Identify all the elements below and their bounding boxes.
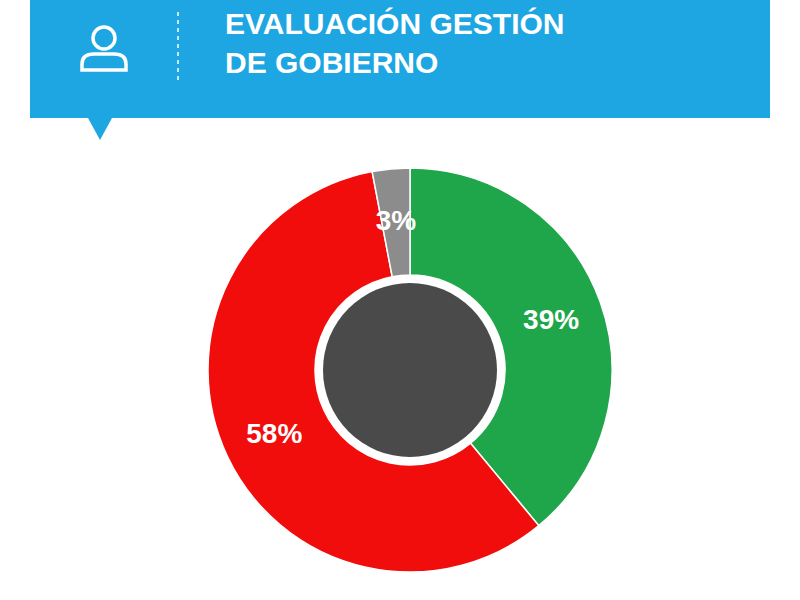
- person-icon: [82, 27, 126, 70]
- data-label: 3%: [376, 205, 417, 236]
- slice: [208, 172, 539, 572]
- data-labels: 39% 58% 3%: [246, 205, 579, 449]
- title-line: DE GOBIERNO: [225, 46, 438, 79]
- donut: 39% 58% 3%: [208, 168, 612, 572]
- title-line: EVALUACIÓN GESTIÓN: [225, 7, 564, 40]
- title: EVALUACIÓN GESTIÓN DE GOBIERNO: [225, 7, 564, 79]
- icon-head: [93, 27, 115, 49]
- background: [0, 0, 800, 600]
- data-label: 39%: [523, 304, 579, 335]
- header: EVALUACIÓN GESTIÓN DE GOBIERNO: [30, 0, 770, 140]
- data-label: 58%: [246, 418, 302, 449]
- icon-body: [82, 54, 126, 70]
- slices: [208, 168, 612, 572]
- header-separator: [177, 12, 179, 82]
- header-pointer: [88, 118, 112, 140]
- center-ring: [315, 275, 505, 465]
- header-band: [30, 0, 770, 118]
- center-photo: [323, 283, 497, 457]
- chart: EVALUACIÓN GESTIÓN DE GOBIERNO 39% 58% 3%: [0, 0, 800, 600]
